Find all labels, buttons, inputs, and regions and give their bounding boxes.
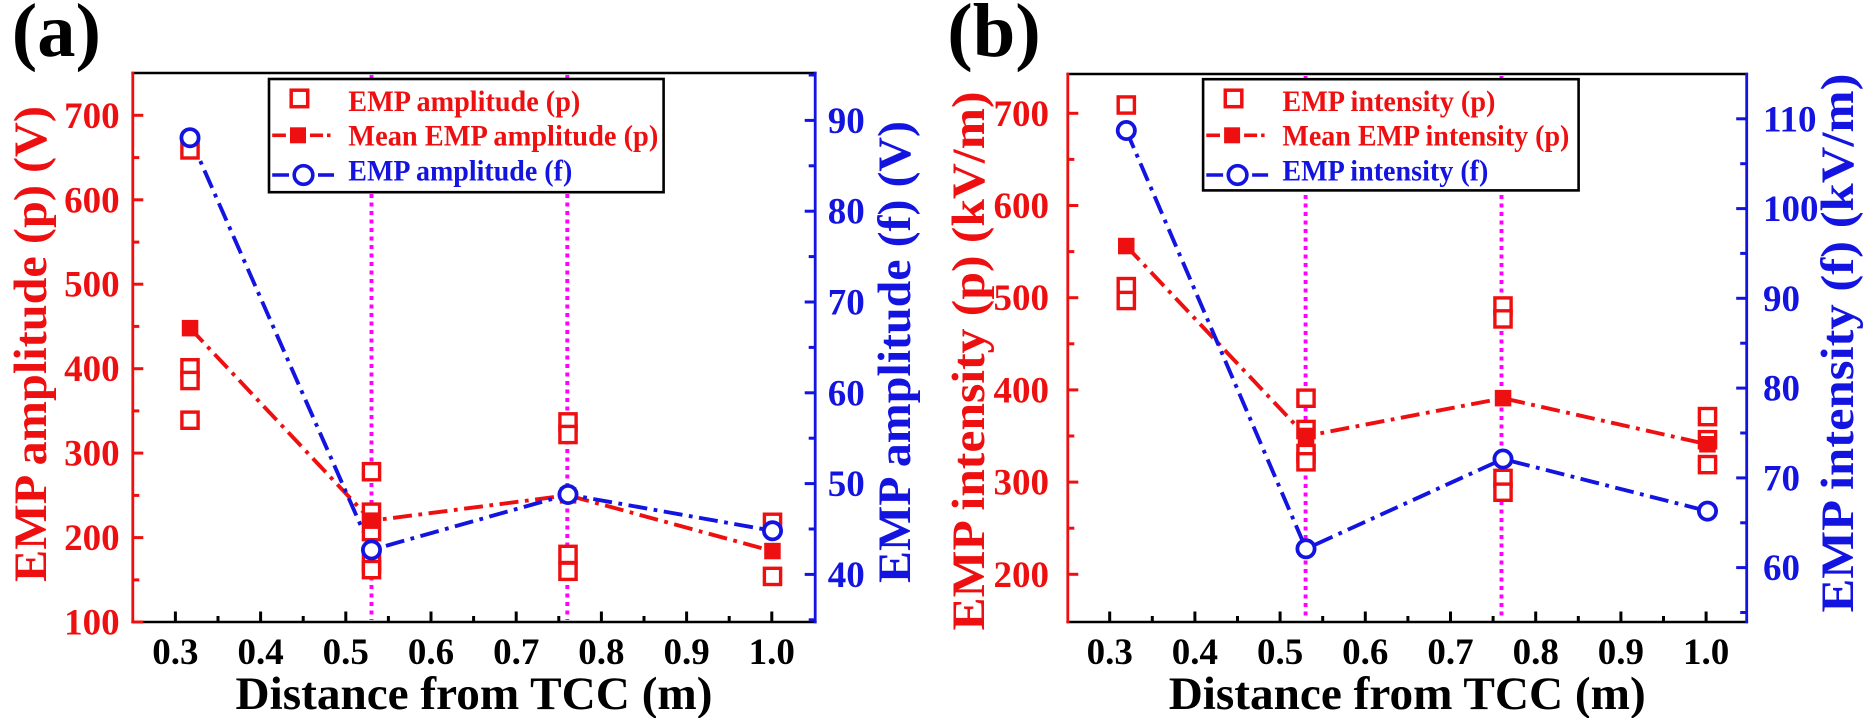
svg-text:0.7: 0.7 [493, 632, 539, 673]
svg-text:1.0: 1.0 [1683, 632, 1729, 673]
svg-text:60: 60 [828, 373, 865, 414]
svg-text:700: 700 [994, 94, 1050, 135]
svg-text:200: 200 [994, 555, 1050, 596]
svg-text:0.4: 0.4 [237, 632, 283, 673]
svg-text:(b): (b) [947, 0, 1041, 73]
svg-text:80: 80 [828, 192, 865, 233]
svg-text:400: 400 [994, 370, 1050, 411]
svg-text:0.3: 0.3 [1087, 632, 1133, 673]
svg-text:70: 70 [828, 283, 865, 324]
svg-text:90: 90 [828, 101, 865, 142]
svg-text:EMP amplitude (f): EMP amplitude (f) [348, 155, 572, 188]
svg-text:0.5: 0.5 [1257, 632, 1303, 673]
svg-text:Distance from TCC (m): Distance from TCC (m) [1169, 668, 1646, 718]
svg-text:0.9: 0.9 [1598, 632, 1644, 673]
svg-text:300: 300 [994, 463, 1050, 504]
svg-text:600: 600 [64, 180, 120, 221]
svg-text:0.7: 0.7 [1427, 632, 1473, 673]
svg-text:(a): (a) [12, 0, 101, 73]
svg-text:Distance from TCC (m): Distance from TCC (m) [236, 668, 713, 718]
svg-text:EMP amplitude (p): EMP amplitude (p) [348, 85, 580, 118]
svg-text:Mean EMP amplitude (p): Mean EMP amplitude (p) [348, 119, 658, 152]
svg-text:0.9: 0.9 [663, 632, 709, 673]
svg-text:100: 100 [1763, 189, 1819, 230]
svg-text:40: 40 [828, 555, 865, 596]
svg-text:400: 400 [64, 349, 120, 390]
svg-text:200: 200 [64, 518, 120, 559]
svg-text:0.4: 0.4 [1172, 632, 1218, 673]
svg-text:500: 500 [64, 265, 120, 306]
svg-text:Mean EMP intensity (p): Mean EMP intensity (p) [1282, 119, 1569, 152]
svg-text:0.5: 0.5 [323, 632, 369, 673]
svg-text:0.6: 0.6 [408, 632, 454, 673]
svg-text:300: 300 [64, 434, 120, 475]
svg-text:500: 500 [994, 278, 1050, 319]
svg-text:EMP intensity (p) (kV/m): EMP intensity (p) (kV/m) [943, 92, 995, 631]
svg-text:0.8: 0.8 [578, 632, 624, 673]
svg-text:1.0: 1.0 [749, 632, 795, 673]
svg-text:50: 50 [828, 464, 865, 505]
svg-text:700: 700 [64, 96, 120, 137]
svg-text:EMP intensity (f) (kV/m): EMP intensity (f) (kV/m) [1812, 74, 1864, 613]
svg-text:EMP amplitude (p) (V): EMP amplitude (p) (V) [5, 106, 57, 582]
svg-text:70: 70 [1763, 458, 1800, 499]
svg-text:600: 600 [994, 186, 1050, 227]
svg-text:0.6: 0.6 [1342, 632, 1388, 673]
svg-text:0.3: 0.3 [152, 632, 198, 673]
svg-text:EMP intensity (p): EMP intensity (p) [1282, 85, 1495, 118]
svg-text:110: 110 [1763, 99, 1816, 140]
svg-text:EMP amplitude (f) (V): EMP amplitude (f) (V) [869, 121, 921, 583]
svg-text:60: 60 [1763, 548, 1800, 589]
svg-text:100: 100 [64, 603, 120, 644]
svg-text:80: 80 [1763, 369, 1800, 410]
svg-text:0.8: 0.8 [1513, 632, 1559, 673]
svg-text:EMP intensity (f): EMP intensity (f) [1282, 155, 1488, 188]
svg-text:90: 90 [1763, 279, 1800, 320]
